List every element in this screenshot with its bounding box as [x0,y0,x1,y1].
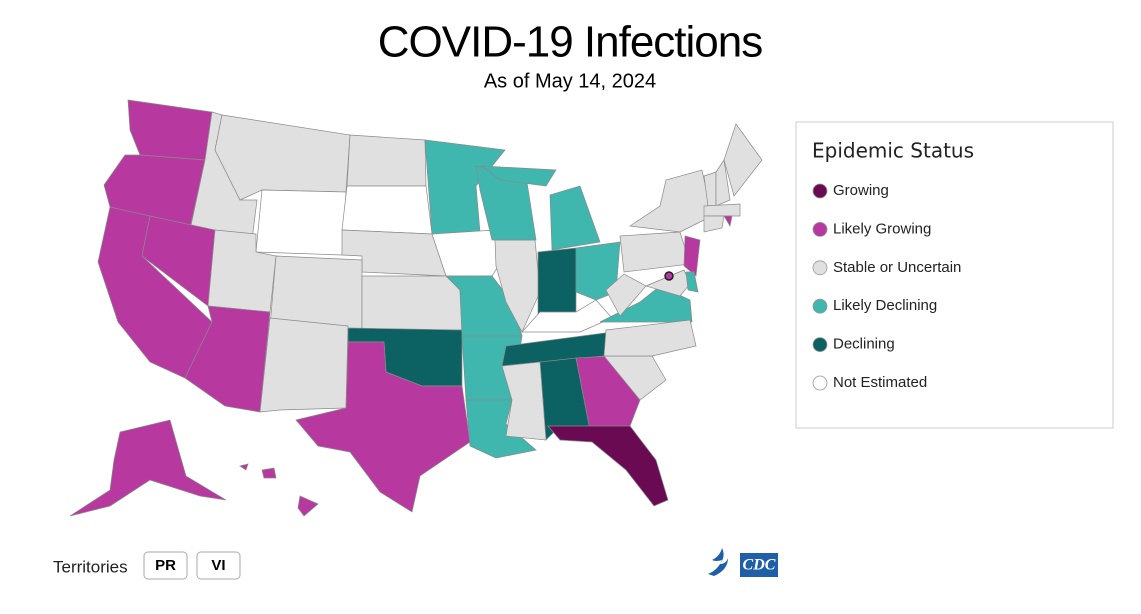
legend-swatch [812,298,828,314]
legend-swatch [812,221,828,237]
region [346,134,427,187]
logo-text: CDC [743,557,776,574]
territory-button[interactable]: VI [196,551,241,580]
region [259,317,349,413]
region [547,425,669,507]
region [685,271,699,293]
legend-swatch [812,183,828,199]
region [255,189,347,256]
region [629,169,713,233]
cdc-logo: CDC [708,548,778,577]
region [480,165,601,251]
region [127,99,213,161]
region [239,463,319,517]
region [619,231,691,273]
region [184,305,271,413]
title: COVID-19 Infections [378,18,763,67]
region [603,319,697,357]
region [575,241,621,301]
legend-label: Stable or Uncertain [833,259,961,276]
region [501,361,547,441]
region [537,247,577,317]
region [295,341,471,513]
legend-label: Likely Growing [833,220,931,237]
legend-label: Declining [833,336,895,353]
button-box[interactable] [196,551,241,580]
legend-label: Growing [833,182,889,199]
region [723,215,733,227]
legend-swatch [812,375,828,391]
hhs-emblem [708,548,728,576]
legend-label: Likely Declining [833,297,937,314]
region [69,419,227,517]
territory-button[interactable]: PR [143,551,188,580]
legend-box [795,121,1114,429]
legend-title: Epidemic Status [812,139,974,163]
legend-label: Not Estimated [833,374,927,391]
region [664,271,674,281]
region [361,275,463,331]
region [703,203,741,217]
us-map [69,99,763,517]
legend: Growing Likely Growing Stable or Uncertain… [812,182,961,391]
region [214,114,351,201]
button-label[interactable]: VI [211,557,225,574]
region [269,255,363,331]
region [424,139,506,235]
region [341,185,433,235]
territories-label: Territories [53,557,128,576]
region [683,235,701,277]
region [703,215,725,233]
legend-swatch [812,260,828,276]
button-label[interactable]: PR [155,557,176,574]
logo-box [740,553,778,577]
button-box[interactable] [143,551,188,580]
region [723,123,763,197]
territory-buttons: PR VI [143,551,241,580]
subtitle: As of May 14, 2024 [484,70,656,92]
region [715,159,731,207]
legend-swatch [812,337,828,353]
